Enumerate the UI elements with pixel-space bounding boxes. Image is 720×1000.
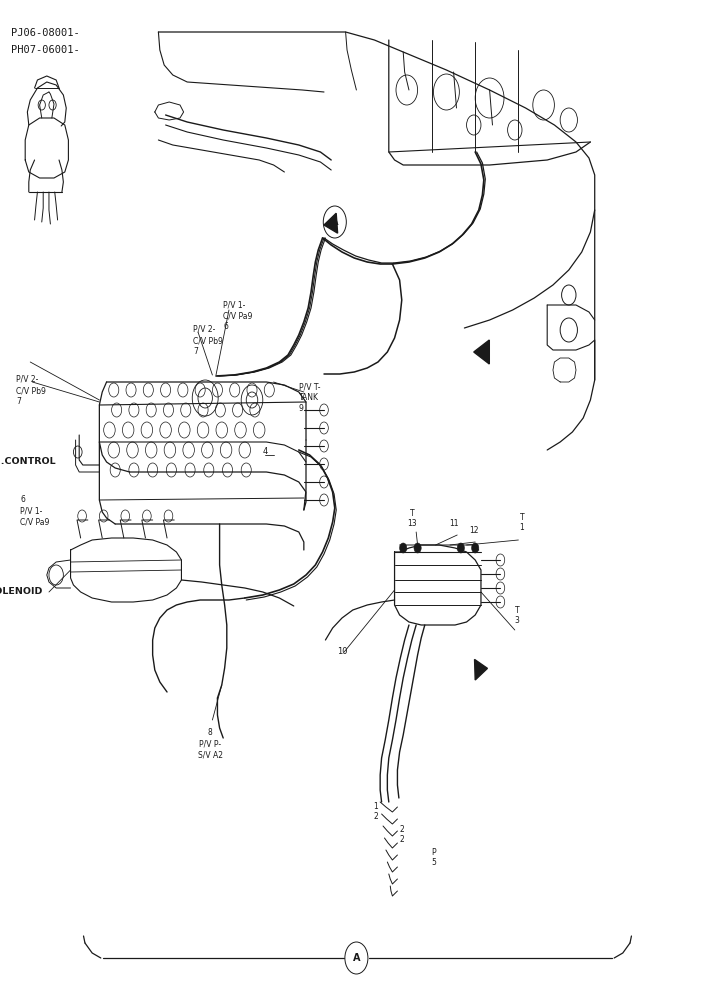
Text: 8
P/V P-
S/V A2: 8 P/V P- S/V A2 [198, 728, 222, 759]
Text: P/V T-
TANK
9: P/V T- TANK 9 [299, 382, 320, 413]
Text: 11: 11 [449, 519, 459, 528]
Circle shape [345, 942, 368, 974]
Polygon shape [474, 659, 487, 680]
Text: P/V 2-
C/V Pb9
7: P/V 2- C/V Pb9 7 [16, 375, 45, 406]
Text: 2
2: 2 2 [400, 825, 404, 844]
Text: 6
P/V 1-
C/V Pa9: 6 P/V 1- C/V Pa9 [20, 495, 50, 526]
Text: PH07-06001-: PH07-06001- [11, 45, 79, 55]
Text: VALVE.SOLENOID: VALVE.SOLENOID [0, 587, 43, 596]
Circle shape [400, 543, 407, 553]
Text: T
3: T 3 [515, 606, 519, 625]
Polygon shape [474, 340, 490, 364]
Text: 4: 4 [263, 448, 268, 456]
Text: 12: 12 [469, 526, 479, 535]
Text: T
1: T 1 [520, 513, 524, 532]
Text: A: A [331, 217, 338, 227]
Text: 1
2: 1 2 [374, 802, 378, 821]
Polygon shape [324, 213, 338, 233]
Text: P
5: P 5 [431, 848, 436, 867]
Text: T
13: T 13 [407, 509, 417, 528]
Text: PJ06-08001-: PJ06-08001- [11, 28, 79, 38]
Circle shape [414, 543, 421, 553]
Text: VALVE.CONTROL: VALVE.CONTROL [0, 458, 56, 466]
Circle shape [472, 543, 479, 553]
Text: 10: 10 [337, 648, 348, 656]
Circle shape [457, 543, 464, 553]
Circle shape [323, 206, 346, 238]
Text: A: A [353, 953, 360, 963]
Text: P/V 1-
C/V Pa9
6: P/V 1- C/V Pa9 6 [223, 300, 253, 331]
Text: P/V 2-
C/V Pb9
7: P/V 2- C/V Pb9 7 [193, 325, 222, 356]
